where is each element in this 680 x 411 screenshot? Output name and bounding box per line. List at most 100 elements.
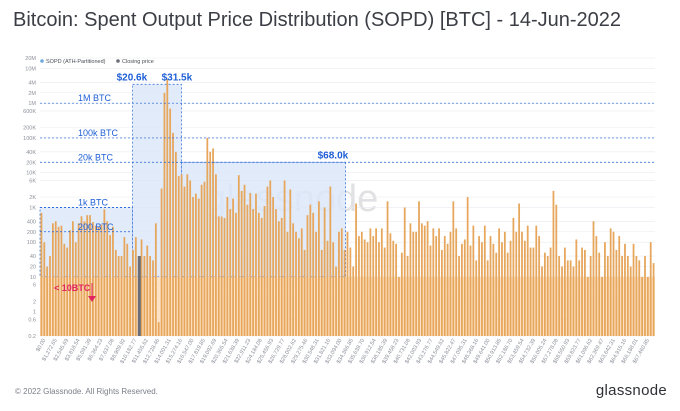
bar [280,217,283,336]
bar [641,276,644,336]
bar [289,189,292,336]
bar [174,151,177,336]
bar [349,247,352,336]
bar [183,186,186,336]
bar [406,256,409,336]
bar [206,137,209,336]
bar [106,221,109,336]
bar [51,223,54,336]
low-supply-label: < 10BTC [54,283,91,293]
bar [646,276,649,336]
y-tick-label: 20 [30,265,36,271]
bar [318,201,320,336]
bar [609,228,612,336]
bar [186,174,189,336]
bar [564,247,566,336]
bar [383,247,386,336]
bar [481,242,483,336]
bar [100,224,103,336]
bar [109,235,111,336]
bar [143,256,146,336]
y-tick-label: 10K [26,171,36,177]
y-tick-label: 100K [23,136,36,142]
bar [501,242,503,336]
bar [498,228,500,336]
bar [154,223,157,336]
bar [503,231,506,336]
bar [535,225,538,336]
bar [621,256,623,336]
ref-label: 1M BTC [78,93,112,103]
bar [355,203,357,336]
bar [375,228,377,336]
bar [486,260,489,336]
bar [363,239,366,336]
bar [452,201,455,336]
bar [215,174,217,336]
bar [149,256,152,336]
bar [263,206,266,336]
bar [352,266,355,336]
bar [306,215,309,336]
bar [272,197,275,336]
bar [295,231,297,336]
bar [466,197,469,336]
bar [380,228,383,336]
y-tick-label: 0.6 [28,317,36,323]
y-tick-label: 2 [33,299,36,305]
price-level-label: $68.0k [318,150,349,161]
bar [260,217,263,336]
bar [89,215,91,336]
y-tick-label: 400 [27,219,36,225]
bar [412,231,415,336]
bar [297,238,300,336]
y-tick-label: 6K [29,178,36,184]
bar [166,78,169,337]
bar [140,239,143,336]
bar [232,198,234,336]
bar [629,266,632,336]
bar [72,221,74,336]
bar [598,252,601,336]
bar [169,108,172,337]
bar [360,231,363,336]
bar [418,201,420,336]
y-tick-label: 0.2 [28,334,36,340]
red-arrow-head [88,295,96,302]
bar [46,266,49,336]
bar [469,245,472,336]
bar [92,222,94,336]
bar [54,221,57,336]
bar [163,92,166,336]
bar [649,242,652,336]
bar [612,231,615,336]
bar [478,236,480,336]
glassnode-logo: glassnode [595,382,667,399]
bar [326,240,329,336]
y-tick-label: 1M [28,101,36,107]
y-tick-label: 2M [28,91,36,97]
bar [432,228,435,336]
bar [526,225,529,336]
bar [286,231,289,336]
ref-label: 200 BTC [78,222,114,232]
bar [521,231,523,336]
legend-label: Closing price [122,59,154,65]
bar [246,204,249,336]
bar [472,225,475,336]
bar [74,242,77,336]
bar [266,186,269,336]
bar [569,260,572,336]
legend: SOPD (ATH-Partitioned) Closing price [40,59,154,65]
x-axis: $0.00$1,272.65$2,545.69$3,818.54$5,091.3… [35,338,651,365]
bar [338,231,340,336]
bar [615,249,618,336]
bar [346,231,349,336]
bar [192,197,194,336]
y-tick-label: 1 [33,310,36,316]
bar [275,209,277,336]
bar [66,247,69,336]
bar [197,198,200,336]
bar [506,252,509,336]
